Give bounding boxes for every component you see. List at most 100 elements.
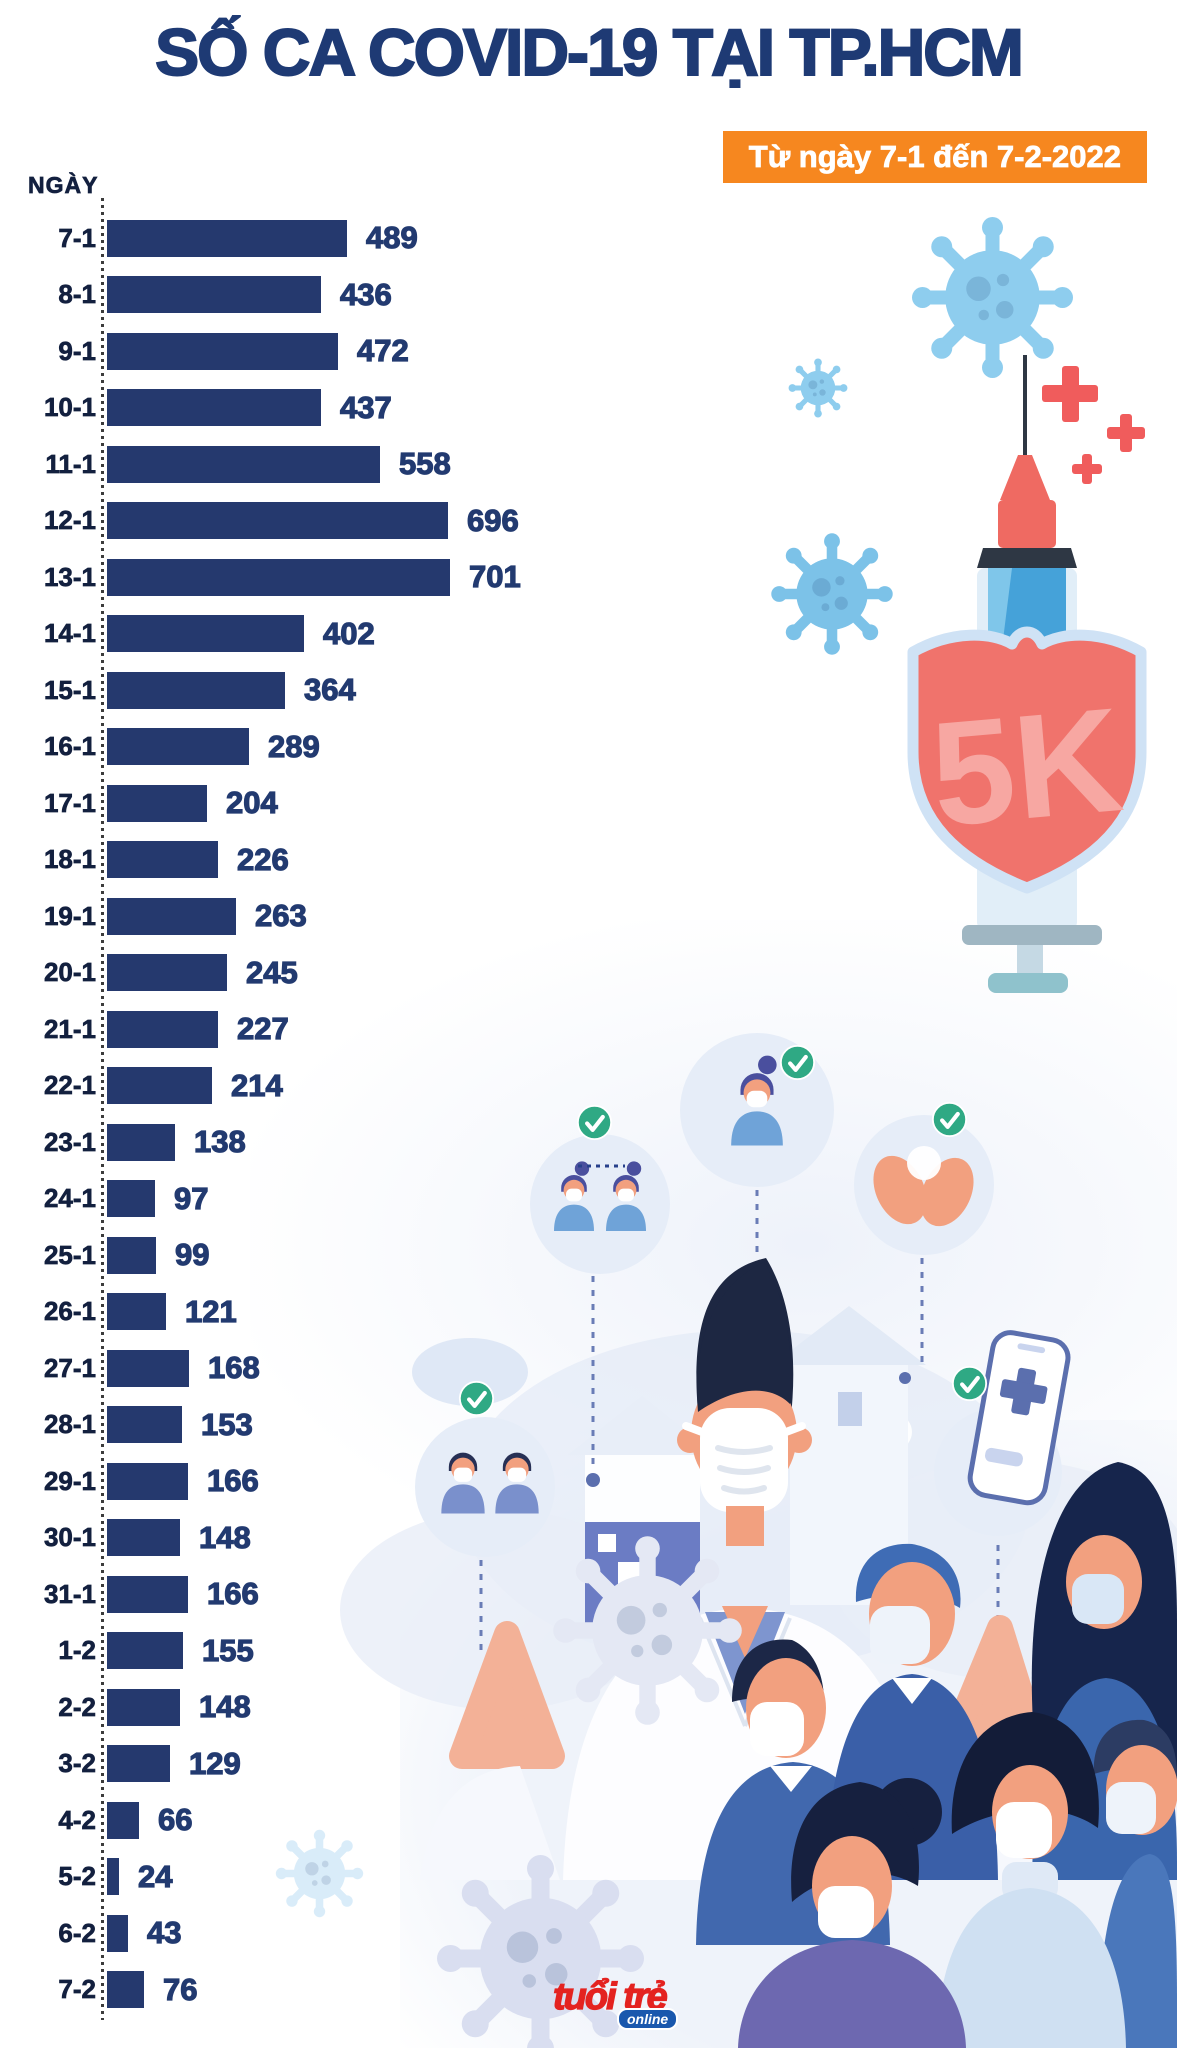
category-label: 9-1: [58, 335, 96, 366]
chart-row: 9-1 472: [0, 323, 521, 380]
bar-chart: 7-1 489 8-1 436 9-1 472 10-1 437 11-1 558 12-1 696 1…: [0, 210, 521, 2018]
value-label: 24: [137, 1858, 173, 1894]
value-label: 402: [322, 615, 375, 651]
category-label: 13-1: [43, 561, 97, 592]
value-label: 138: [193, 1124, 246, 1160]
value-label: 436: [339, 276, 392, 312]
category-label: 31-1: [43, 1578, 97, 1609]
chart-row: 18-1 226: [0, 832, 521, 889]
rule-circle-no-gathering: [415, 1417, 555, 1557]
value-label: 153: [200, 1406, 253, 1442]
value-label: 558: [398, 446, 451, 482]
value-label: 245: [245, 954, 298, 990]
check-icon: [781, 1046, 814, 1079]
chart-row: 16-1 289: [0, 719, 521, 776]
chart-row: 7-2 76: [0, 1962, 521, 2019]
bar: [107, 389, 321, 427]
bar: [107, 1067, 212, 1105]
chart-row: 22-1 214: [0, 1058, 521, 1115]
chart-row: 20-1 245: [0, 945, 521, 1002]
bar: [107, 558, 450, 596]
person-front-right: [936, 1712, 1126, 2048]
bar: [107, 841, 218, 879]
chart-row: 28-1 153: [0, 1397, 521, 1454]
virus-icon: [553, 1536, 742, 1725]
value-label: 227: [236, 1011, 289, 1047]
page-title: SỐ CA COVID-19 TẠI TP.HCM: [154, 14, 1025, 90]
category-label: 5-2: [58, 1861, 96, 1892]
value-label: 226: [236, 841, 289, 877]
bar: [107, 615, 304, 653]
bar: [107, 332, 338, 370]
value-label: 472: [356, 333, 409, 369]
category-label: 24-1: [43, 1183, 97, 1214]
chart-row: 3-2 129: [0, 1736, 521, 1793]
chart-row: 6-2 43: [0, 1905, 521, 1962]
category-label: 1-2: [58, 1635, 96, 1666]
chart-row: 10-1 437: [0, 380, 521, 437]
y-axis-label: NGÀY: [28, 172, 99, 199]
value-label: 364: [303, 672, 356, 708]
date-range-banner: Từ ngày 7-1 đến 7-2-2022: [722, 131, 1147, 183]
category-label: 26-1: [43, 1296, 97, 1327]
medical-cross-icons: [1042, 366, 1145, 484]
rule-circle-health-declaration: [934, 1330, 1071, 1536]
check-icon: [953, 1367, 986, 1400]
chart-row: 19-1 263: [0, 888, 521, 945]
value-label: 289: [267, 728, 320, 764]
connector-dot: [899, 1372, 911, 1384]
category-label: 12-1: [43, 505, 97, 536]
bar: [107, 1971, 144, 2009]
value-label: 129: [188, 1745, 241, 1781]
y-axis-line: [101, 198, 104, 2020]
bar: [107, 1914, 128, 1952]
bar: [107, 671, 285, 709]
value-label: 701: [468, 559, 521, 595]
bar: [107, 897, 236, 935]
syringe-shield-illustration: 5K: [700, 185, 1147, 993]
chart-row: 26-1 121: [0, 1284, 521, 1341]
bar: [107, 1349, 189, 1387]
bar: [107, 219, 347, 257]
bar: [107, 1010, 218, 1048]
value-label: 148: [198, 1689, 251, 1725]
category-label: 10-1: [43, 392, 97, 423]
bar: [107, 1688, 180, 1726]
category-label: 7-2: [58, 1974, 96, 2005]
person-front-left: [738, 1778, 966, 2048]
masked-crowd-illustration: [260, 1462, 1177, 2048]
value-label: 43: [146, 1915, 182, 1951]
shield-5k-label: 5K: [925, 677, 1128, 858]
value-label: 121: [184, 1293, 237, 1329]
category-label: 22-1: [43, 1070, 97, 1101]
chart-row: 8-1 436: [0, 267, 521, 324]
category-label: 3-2: [58, 1748, 96, 1779]
rule-circle-wash-hands: [854, 1115, 994, 1255]
category-label: 20-1: [43, 957, 97, 988]
value-label: 437: [339, 389, 392, 425]
bar: [107, 1462, 188, 1500]
value-label: 263: [254, 898, 307, 934]
check-icon: [578, 1106, 611, 1139]
chart-row: 7-1 489: [0, 210, 521, 267]
bar: [107, 784, 207, 822]
category-label: 27-1: [43, 1352, 97, 1383]
connector-dot: [586, 1473, 600, 1487]
value-label: 99: [174, 1237, 210, 1273]
bar: [107, 1858, 119, 1896]
value-label: 489: [365, 220, 418, 256]
chart-row: 5-2 24: [0, 1849, 521, 1906]
chart-row: 24-1 97: [0, 1171, 521, 1228]
value-label: 168: [207, 1350, 260, 1386]
chart-row: 29-1 166: [0, 1453, 521, 1510]
bar: [107, 1406, 182, 1444]
chart-row: 31-1 166: [0, 1566, 521, 1623]
5k-shield-icon: 5K: [907, 626, 1147, 894]
bar: [107, 502, 448, 540]
category-label: 7-1: [58, 222, 96, 253]
bar: [107, 445, 380, 483]
bar: [107, 1575, 188, 1613]
bar: [107, 1236, 156, 1274]
chart-row: 12-1 696: [0, 493, 521, 550]
